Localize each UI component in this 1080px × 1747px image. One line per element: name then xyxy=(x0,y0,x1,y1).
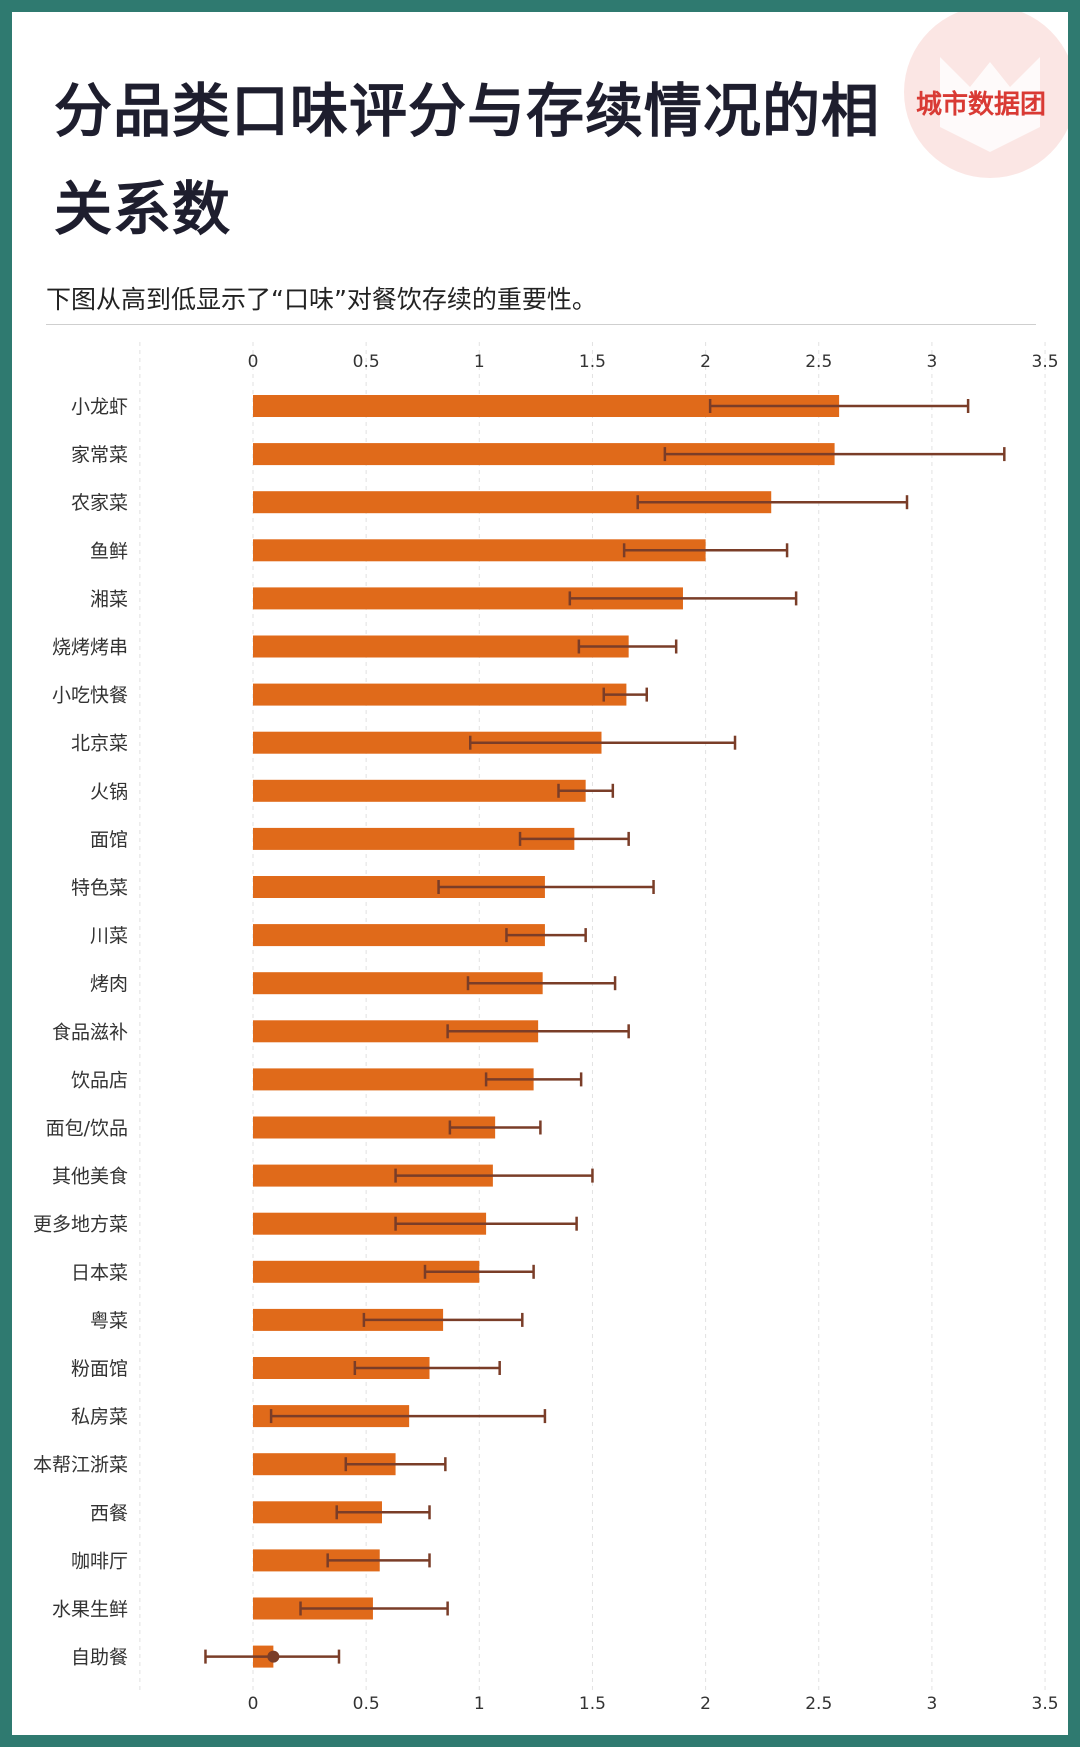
chart-category-labels: 小龙虾家常菜农家菜鱼鲜湘菜烧烤烤串小吃快餐北京菜火锅面馆特色菜川菜烤肉食品滋补饮… xyxy=(33,396,128,1669)
category-label: 本帮江浙菜 xyxy=(33,1454,128,1476)
bar xyxy=(253,587,683,610)
x-tick-label-bottom: 2.5 xyxy=(805,1694,832,1714)
bar xyxy=(253,1212,487,1235)
page-title: 分品类口味评分与存续情况的相关系数 xyxy=(54,77,881,243)
brand-name: 城市数据团 xyxy=(916,90,1047,120)
category-label: 咖啡厅 xyxy=(71,1550,128,1572)
category-label: 小吃快餐 xyxy=(52,685,128,707)
divider xyxy=(46,324,1036,325)
bar xyxy=(253,539,706,562)
x-tick-label-top: 2 xyxy=(700,352,711,372)
chart-bars xyxy=(253,395,840,1668)
category-label: 其他美食 xyxy=(52,1166,128,1188)
category-label: 更多地方菜 xyxy=(33,1214,128,1236)
x-tick-label-top: 2.5 xyxy=(805,352,832,372)
bar xyxy=(253,443,835,466)
bar xyxy=(253,395,840,417)
bar xyxy=(253,1164,493,1187)
x-tick-label-top: 1.5 xyxy=(579,352,606,372)
x-tick-label-bottom: 0.5 xyxy=(353,1694,380,1714)
x-tick-label-top: 3 xyxy=(926,352,937,372)
bar xyxy=(253,1453,396,1476)
bar xyxy=(253,635,629,658)
category-label: 粉面馆 xyxy=(71,1358,128,1380)
x-tick-label-top: 3.5 xyxy=(1032,352,1059,372)
bar xyxy=(253,1260,480,1283)
bar xyxy=(253,1308,444,1331)
category-label: 食品滋补 xyxy=(52,1021,128,1043)
category-label: 面包/饮品 xyxy=(46,1118,128,1140)
bar xyxy=(253,779,586,802)
bar xyxy=(253,683,627,706)
bar xyxy=(253,876,545,898)
chart-frame: 城市数据团 分品类口味评分与存续情况的相关系数 下图从高到低显示了“口味”对餐饮… xyxy=(12,12,1068,1735)
category-label: 小龙虾 xyxy=(71,396,128,418)
category-label: 烧烤烤串 xyxy=(52,637,128,659)
category-label: 北京菜 xyxy=(71,733,128,755)
x-tick-label-bottom: 1.5 xyxy=(579,1694,606,1714)
category-label: 烤肉 xyxy=(90,973,128,995)
x-tick-label-bottom: 1 xyxy=(474,1694,485,1714)
brand-logo-icon xyxy=(904,12,1068,178)
category-label: 农家菜 xyxy=(71,492,128,514)
x-tick-label-top: 0.5 xyxy=(353,352,380,372)
x-axis-top: 0 0.5 1 1.5 2 2.5 3 3.5 xyxy=(248,352,1059,372)
bar xyxy=(253,827,575,850)
x-tick-label-top: 1 xyxy=(474,352,485,372)
chart-error-bars xyxy=(204,399,1006,1664)
category-label: 特色菜 xyxy=(71,877,128,899)
category-label: 日本菜 xyxy=(71,1262,128,1284)
bar xyxy=(253,1549,380,1572)
x-tick-label-bottom: 0 xyxy=(248,1694,259,1714)
category-label: 鱼鲜 xyxy=(90,540,128,562)
category-label: 粤菜 xyxy=(90,1310,128,1332)
category-label: 川菜 xyxy=(90,925,128,947)
x-tick-label-bottom: 3 xyxy=(926,1694,937,1714)
category-label: 饮品店 xyxy=(71,1069,128,1091)
category-label: 西餐 xyxy=(90,1502,128,1524)
point-marker xyxy=(267,1650,280,1663)
page-subtitle: 下图从高到低显示了“口味”对餐饮存续的重要性。 xyxy=(46,285,597,314)
category-label: 自助餐 xyxy=(71,1647,128,1669)
bar xyxy=(253,1068,534,1091)
x-axis-bottom: 0 0.5 1 1.5 2 2.5 3 3.5 xyxy=(248,1694,1059,1714)
bar xyxy=(253,731,602,754)
bar xyxy=(253,1357,430,1379)
bar-chart: 0 0.5 1 1.5 2 2.5 3 3.5 0 0.5 1 1.5 2 2.5 3 3.5 小龙虾家常菜… xyxy=(33,342,1059,1714)
bar xyxy=(253,1116,496,1139)
bar xyxy=(253,1020,539,1043)
bar xyxy=(253,924,545,947)
x-tick-label-top: 0 xyxy=(248,352,259,372)
chart-grid xyxy=(139,342,1046,1692)
category-label: 水果生鲜 xyxy=(52,1599,128,1621)
category-label: 火锅 xyxy=(90,781,128,803)
x-tick-label-bottom: 3.5 xyxy=(1032,1694,1059,1714)
x-tick-label-bottom: 2 xyxy=(700,1694,711,1714)
category-label: 湘菜 xyxy=(90,588,128,610)
category-label: 私房菜 xyxy=(71,1406,128,1428)
bar xyxy=(253,972,543,995)
bar xyxy=(253,491,772,514)
category-label: 面馆 xyxy=(90,829,128,851)
category-label: 家常菜 xyxy=(71,444,128,466)
bar xyxy=(253,1501,382,1524)
